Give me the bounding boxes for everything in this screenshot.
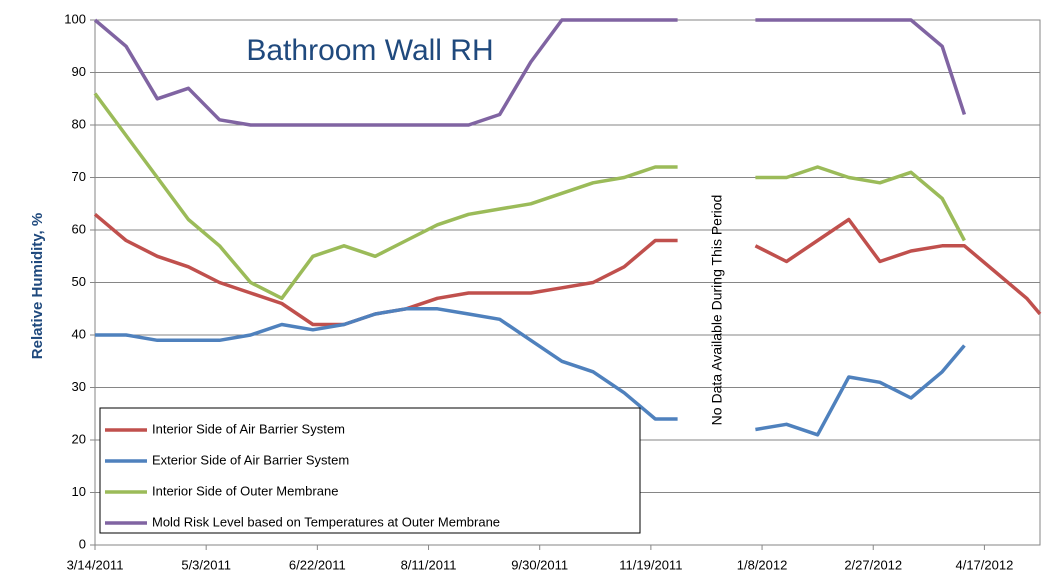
- legend-box: [99, 407, 641, 534]
- y-tick-label: 0: [79, 536, 86, 551]
- y-tick-label: 100: [64, 11, 86, 26]
- legend-label: Mold Risk Level based on Temperatures at…: [152, 514, 500, 529]
- y-tick-label: 30: [72, 379, 86, 394]
- series-line: [95, 307, 966, 437]
- legend-label: Exterior Side of Air Barrier System: [152, 452, 349, 467]
- y-tick-label: 90: [72, 64, 86, 79]
- x-tick-label: 11/19/2011: [619, 557, 682, 572]
- x-tick-label: 9/30/2011: [511, 557, 568, 572]
- y-tick-label: 70: [72, 169, 86, 184]
- x-tick-label: 8/11/2011: [401, 557, 457, 572]
- y-axis-label: Relative Humidity, %: [29, 213, 46, 359]
- x-tick-label: 5/3/2011: [181, 557, 231, 572]
- x-tick-label: 2/27/2012: [844, 557, 902, 572]
- x-tick-label: 1/8/2012: [737, 557, 788, 572]
- series-line: [93, 18, 967, 127]
- legend-label: Interior Side of Outer Membrane: [152, 483, 338, 498]
- chart-title: Bathroom Wall RH: [246, 34, 493, 67]
- y-tick-label: 50: [72, 274, 86, 289]
- series-line: [93, 212, 1042, 327]
- y-tick-label: 20: [72, 431, 86, 446]
- y-tick-label: 40: [72, 326, 86, 341]
- series-line: [93, 92, 966, 301]
- y-tick-label: 80: [72, 116, 86, 131]
- y-tick-label: 60: [72, 221, 86, 236]
- annotation: No Data Available During This Period: [709, 195, 725, 426]
- legend-label: Interior Side of Air Barrier System: [152, 421, 345, 436]
- y-tick-label: 10: [72, 484, 86, 499]
- x-tick-label: 6/22/2011: [289, 557, 346, 572]
- x-tick-label: 4/17/2012: [955, 557, 1013, 572]
- x-tick-label: 3/14/2011: [67, 557, 124, 572]
